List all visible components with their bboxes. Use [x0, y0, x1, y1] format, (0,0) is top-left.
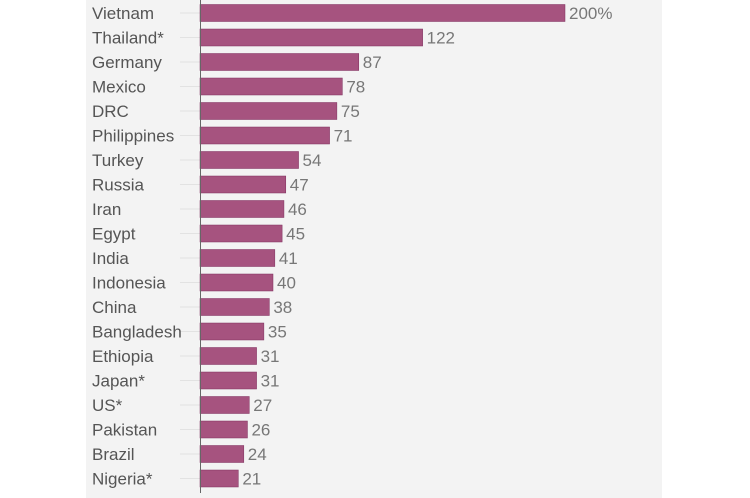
bar-philippines — [199, 126, 330, 145]
value-label-bangladesh: 35 — [268, 323, 287, 342]
bar-india — [199, 249, 276, 267]
value-label-india: 41 — [279, 249, 298, 268]
category-label-russia: Russia — [92, 176, 145, 195]
category-label-pakistan: Pakistan — [92, 421, 157, 440]
value-label-egypt: 45 — [286, 225, 305, 244]
category-label-germany: Germany — [92, 53, 162, 72]
value-label-us: 27 — [253, 396, 272, 415]
value-label-iran: 46 — [288, 200, 307, 219]
value-label-japan: 31 — [261, 372, 280, 391]
value-label-nigeria: 21 — [242, 470, 261, 489]
value-label-mexico: 78 — [346, 78, 365, 97]
category-label-thailand: Thailand* — [92, 29, 164, 48]
bars-group — [199, 4, 566, 488]
bar-turkey — [199, 151, 299, 169]
category-label-mexico: Mexico — [92, 78, 146, 97]
value-label-china: 38 — [273, 298, 292, 317]
value-label-vietnam: 200% — [569, 4, 612, 23]
bar-brazil — [199, 445, 245, 463]
category-label-india: India — [92, 249, 129, 268]
bar-nigeria — [199, 469, 239, 488]
value-label-drc: 75 — [341, 102, 360, 121]
value-label-ethiopia: 31 — [261, 347, 280, 366]
bar-vietnam — [199, 4, 566, 22]
bar-bangladesh — [199, 322, 265, 341]
category-label-drc: DRC — [92, 102, 129, 121]
category-label-bangladesh: Bangladesh — [92, 323, 182, 342]
guide-lines — [180, 12, 200, 479]
category-label-egypt: Egypt — [92, 225, 136, 244]
bar-drc — [199, 102, 338, 120]
bar-us — [199, 396, 250, 414]
value-label-russia: 47 — [290, 176, 309, 195]
bar-egypt — [199, 224, 283, 243]
category-label-turkey: Turkey — [92, 151, 144, 170]
bar-mexico — [199, 77, 343, 96]
category-label-ethiopia: Ethiopia — [92, 347, 154, 366]
category-label-us: US* — [92, 396, 123, 415]
category-label-vietnam: Vietnam — [92, 4, 154, 23]
category-label-japan: Japan* — [92, 372, 145, 391]
bar-iran — [199, 200, 285, 218]
bar-china — [199, 298, 270, 316]
chart-panel — [86, 0, 662, 498]
category-label-iran: Iran — [92, 200, 121, 219]
bar-russia — [199, 175, 287, 194]
value-label-philippines: 71 — [334, 127, 353, 146]
bar-indonesia — [199, 273, 274, 292]
category-label-brazil: Brazil — [92, 445, 135, 464]
value-label-germany: 87 — [363, 53, 382, 72]
bar-germany — [199, 53, 360, 71]
category-label-indonesia: Indonesia — [92, 274, 166, 293]
value-label-turkey: 54 — [303, 151, 322, 170]
category-label-china: China — [92, 298, 137, 317]
bar-ethiopia — [199, 347, 257, 365]
bar-japan — [199, 371, 257, 390]
category-label-nigeria: Nigeria* — [92, 470, 153, 489]
value-labels: 200% 122 87 78 75 71 54 47 46 45 41 40 38 35 31 31 27 26 2… — [242, 4, 612, 489]
bar-thailand — [199, 28, 423, 47]
value-label-brazil: 24 — [248, 445, 267, 464]
value-label-thailand: 122 — [427, 29, 455, 48]
category-labels: Vietnam Thailand* Germany Mexico DRC Philippi… — [92, 4, 182, 489]
value-label-indonesia: 40 — [277, 274, 296, 293]
value-label-pakistan: 26 — [251, 421, 270, 440]
bar-pakistan — [199, 420, 248, 439]
category-label-philippines: Philippines — [92, 127, 174, 146]
